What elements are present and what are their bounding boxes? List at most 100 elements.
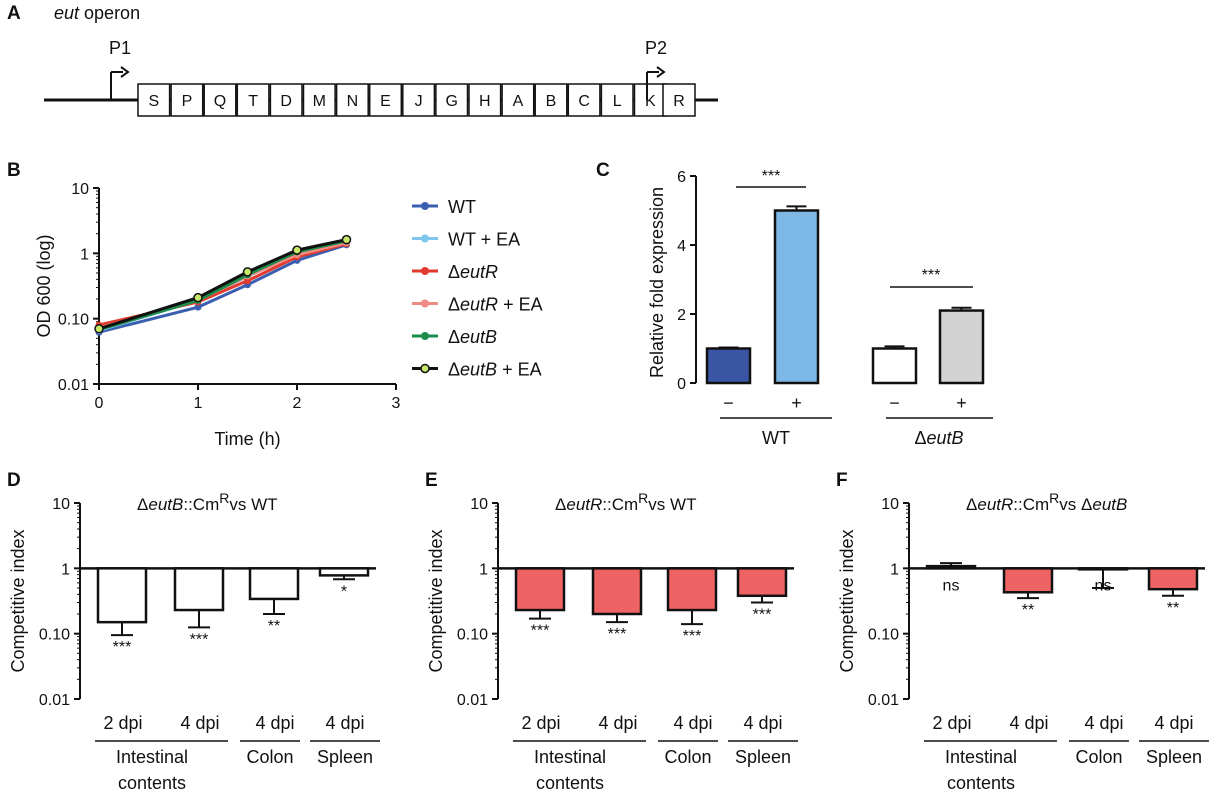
significance-label: ** bbox=[1022, 602, 1034, 619]
legend-marker bbox=[421, 202, 429, 210]
gene-box bbox=[269, 83, 303, 117]
category-label: − bbox=[723, 393, 734, 413]
data-point bbox=[292, 245, 302, 255]
bar bbox=[591, 567, 643, 616]
group-label: Colon bbox=[664, 747, 711, 767]
category-label: 4 dpi bbox=[1009, 713, 1048, 733]
category-label: 4 dpi bbox=[673, 713, 712, 733]
gene-label: T bbox=[248, 93, 258, 110]
y-tick-label: 1 bbox=[890, 561, 899, 578]
significance-label: *** bbox=[762, 168, 781, 185]
bar bbox=[96, 567, 148, 624]
group-label: Colon bbox=[1075, 747, 1122, 767]
gene-box bbox=[335, 83, 369, 117]
y-tick-label: 1 bbox=[479, 561, 488, 578]
gene-box bbox=[633, 83, 667, 117]
y-tick-label: 2 bbox=[677, 307, 686, 324]
gene-label: B bbox=[546, 93, 557, 110]
category-label: 2 dpi bbox=[103, 713, 142, 733]
legend-label: ΔeutR bbox=[448, 262, 498, 282]
category-label: + bbox=[791, 393, 802, 413]
bar bbox=[1002, 567, 1054, 594]
panel-label: F bbox=[836, 470, 848, 491]
bar bbox=[248, 567, 300, 601]
x-tick-label: 1 bbox=[194, 395, 203, 412]
group-label: Intestinal bbox=[116, 747, 188, 767]
category-label: 4 dpi bbox=[255, 713, 294, 733]
gene-box bbox=[600, 83, 634, 117]
x-tick-label: 2 bbox=[293, 395, 302, 412]
significance-label: *** bbox=[608, 626, 627, 643]
category-label: 4 dpi bbox=[598, 713, 637, 733]
y-tick-label: 10 bbox=[52, 496, 70, 513]
group-label: WT bbox=[762, 428, 790, 448]
category-label: − bbox=[889, 393, 900, 413]
group-label: ΔeutB bbox=[914, 428, 963, 448]
data-point bbox=[341, 234, 352, 245]
significance-label: ** bbox=[1167, 600, 1179, 617]
group-label: contents bbox=[118, 773, 186, 793]
gene-box bbox=[402, 83, 436, 117]
data-point bbox=[242, 267, 253, 277]
gene-label: D bbox=[280, 93, 292, 110]
group-label: Intestinal bbox=[945, 747, 1017, 767]
gene-box-r bbox=[662, 83, 696, 117]
panel-title: ΔeutR::CmRvs ΔeutB bbox=[966, 490, 1127, 514]
gene-label: K bbox=[645, 93, 656, 110]
bar bbox=[705, 347, 752, 385]
category-label: 4 dpi bbox=[743, 713, 782, 733]
panel-title: ΔeutR::CmRvs WT bbox=[555, 490, 696, 514]
gene-label: J bbox=[415, 93, 423, 110]
category-label: 4 dpi bbox=[180, 713, 219, 733]
gene-label: S bbox=[148, 93, 159, 110]
panel-label: D bbox=[7, 470, 21, 491]
bar bbox=[318, 567, 370, 577]
legend-marker bbox=[421, 234, 429, 243]
x-axis-label: Time (h) bbox=[214, 429, 280, 449]
gene-label: C bbox=[578, 93, 590, 110]
y-axis-label: OD 600 (log) bbox=[34, 234, 54, 337]
panel-b-chart: B 0.01 0.10 1 10 0 1 2 3 Time (h) OD 600 (log) WT WT… bbox=[7, 160, 543, 449]
gene-box bbox=[170, 83, 204, 117]
promoter-p1: P1 bbox=[109, 38, 131, 100]
y-axis-label: Competitive index bbox=[8, 529, 28, 672]
y-tick-label: 0 bbox=[677, 376, 686, 393]
y-tick-label: 0.01 bbox=[58, 377, 89, 394]
y-tick-label: 0.01 bbox=[457, 692, 488, 709]
panel-label-a: A bbox=[7, 3, 21, 24]
group-label: Spleen bbox=[735, 747, 791, 767]
x-tick-label: 3 bbox=[392, 395, 401, 412]
gene-label-r: R bbox=[673, 93, 685, 110]
category-label: 4 dpi bbox=[1084, 713, 1123, 733]
category-label: 4 dpi bbox=[1154, 713, 1193, 733]
bar bbox=[666, 567, 718, 612]
y-tick-label: 0.01 bbox=[39, 692, 70, 709]
data-point bbox=[194, 303, 202, 311]
gene-label: H bbox=[479, 93, 491, 110]
data-point bbox=[193, 292, 203, 303]
legend-label: WT bbox=[448, 197, 476, 217]
bar bbox=[1147, 567, 1199, 591]
legend-marker bbox=[421, 332, 429, 340]
data-point bbox=[94, 324, 104, 334]
group-label: contents bbox=[947, 773, 1015, 793]
panel-label: E bbox=[425, 470, 438, 491]
legend-label: WT + EA bbox=[448, 230, 520, 250]
bar bbox=[514, 567, 566, 612]
gene-box bbox=[567, 83, 601, 117]
group-label: Intestinal bbox=[534, 747, 606, 767]
gene-box bbox=[368, 83, 403, 117]
gene-label: Q bbox=[214, 93, 226, 110]
category-label: 2 dpi bbox=[521, 713, 560, 733]
panel-label-b: B bbox=[7, 160, 21, 181]
y-tick-label: 0.10 bbox=[457, 627, 488, 644]
bar bbox=[871, 347, 918, 385]
promoter-label: P1 bbox=[109, 38, 131, 58]
bar bbox=[173, 567, 225, 612]
y-axis-label: Competitive index bbox=[837, 529, 857, 672]
significance-label: *** bbox=[753, 606, 772, 623]
legend-label: ΔeutB + EA bbox=[448, 360, 542, 380]
significance-label: *** bbox=[531, 623, 550, 640]
